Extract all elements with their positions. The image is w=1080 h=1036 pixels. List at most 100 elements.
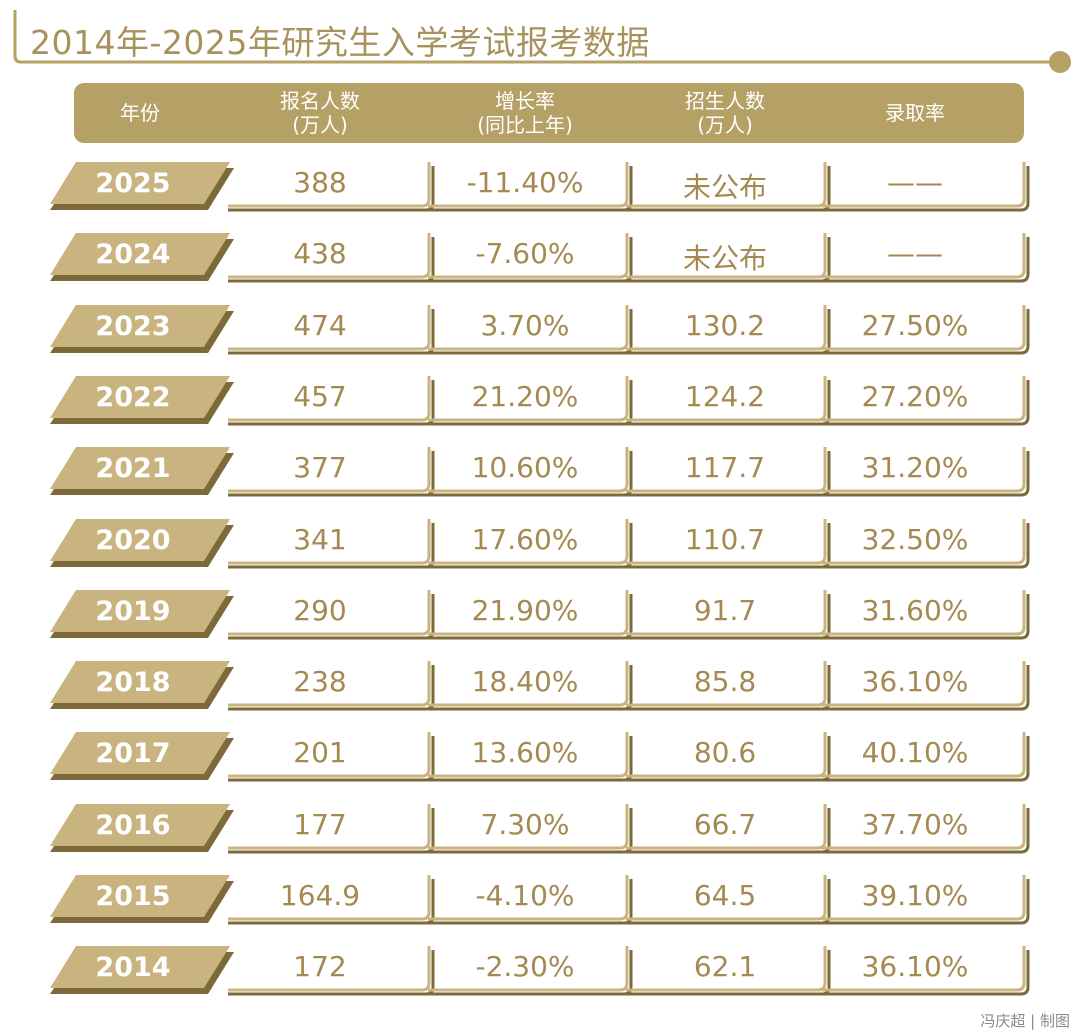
table-cell: 130.2: [684, 309, 766, 342]
cell-frame: [822, 305, 1030, 355]
cell-frame: [228, 804, 435, 854]
year-tab-shape: [50, 661, 234, 709]
cell-frame: [428, 946, 633, 996]
table-cell: 110.7: [684, 523, 766, 556]
table-cell: 164.9: [279, 879, 361, 912]
table-row: 2023 474 3.70% 130.2 27.50%: [0, 301, 1080, 363]
year-tab-shape: [50, 233, 234, 281]
cell-frame: [822, 590, 1030, 640]
table-cell: 474: [293, 309, 347, 342]
header-cell-2: 增长率 (同比上年): [477, 89, 573, 137]
year-tab-shape: [50, 946, 234, 994]
header-cell-4: 录取率: [885, 101, 945, 125]
title-decoration: [13, 10, 1071, 73]
table-cell: 36.10%: [861, 950, 969, 983]
cell-frame: [228, 447, 435, 497]
year-label: 2019: [95, 596, 171, 627]
table-cell: 238: [293, 665, 347, 698]
table-cell: 32.50%: [861, 523, 969, 556]
header-cell-1: 报名人数 (万人): [280, 89, 360, 137]
table-cell: -2.30%: [475, 950, 575, 983]
table-cell: 341: [293, 523, 347, 556]
year-label: 2017: [95, 738, 171, 769]
cell-frame: [228, 590, 435, 640]
cell-frame: [822, 661, 1030, 711]
cell-frame: [228, 305, 435, 355]
table-cell: 201: [293, 736, 347, 769]
year-tab-shape: [50, 447, 234, 495]
cell-frame: [228, 946, 435, 996]
table-header: 年份 报名人数 (万人) 增长率 (同比上年) 招生人数 (万人) 录取率: [74, 83, 1024, 143]
table-cell: -4.10%: [475, 879, 575, 912]
cell-frame: [428, 732, 633, 782]
cell-frame: [228, 875, 435, 925]
cell-frame: [428, 376, 633, 426]
table-cell: 31.20%: [861, 451, 969, 484]
table-cell: 21.90%: [471, 594, 579, 627]
year-tab-shape: [50, 590, 234, 638]
table-cell: 85.8: [693, 665, 757, 698]
table-cell: -11.40%: [466, 166, 584, 199]
year-tab-shape: [50, 804, 234, 852]
cell-frame: [228, 732, 435, 782]
cell-frame: [228, 519, 435, 569]
year-label: 2023: [95, 311, 171, 342]
table-cell: ——: [887, 166, 943, 199]
table-row: 2020 341 17.60% 110.7 32.50%: [0, 515, 1080, 577]
table-cell: 172: [293, 950, 347, 983]
table-cell: 10.60%: [471, 451, 579, 484]
cell-frame: [822, 946, 1030, 996]
table-row: 2019 290 21.90% 91.7 31.60%: [0, 586, 1080, 648]
year-label: 2016: [95, 810, 171, 841]
year-label: 2015: [95, 881, 171, 912]
table-row: 2022 457 21.20% 124.2 27.20%: [0, 372, 1080, 434]
table-row: 2021 377 10.60% 117.7 31.20%: [0, 443, 1080, 505]
cell-frame: [822, 519, 1030, 569]
year-tab-shape: [50, 875, 234, 923]
year-label: 2025: [95, 168, 171, 199]
year-tab-shape: [50, 732, 234, 780]
cell-frame: [428, 162, 633, 212]
table-cell: 31.60%: [861, 594, 969, 627]
table-cell: 91.7: [693, 594, 757, 627]
table-row: 2016 177 7.30% 66.7 37.70%: [0, 800, 1080, 862]
year-label: 2024: [95, 239, 171, 270]
table-row: 2018 238 18.40% 85.8 36.10%: [0, 657, 1080, 719]
cell-frame: [822, 732, 1030, 782]
credit-text: 冯庆超 | 制图: [980, 1012, 1070, 1030]
cell-frame: [822, 162, 1030, 212]
cell-frame: [228, 162, 435, 212]
year-tab-shape: [50, 305, 234, 353]
page-title: 2014年-2025年研究生入学考试报考数据: [30, 23, 650, 62]
table-cell: 124.2: [684, 380, 766, 413]
cell-frame: [428, 447, 633, 497]
title-dot-icon: [1049, 51, 1071, 73]
table-cell: 66.7: [693, 808, 757, 841]
year-label: 2014: [95, 952, 171, 983]
cell-frame: [228, 661, 435, 711]
year-tab-shape: [50, 376, 234, 424]
table-row: 2015 164.9 -4.10% 64.5 39.10%: [0, 871, 1080, 933]
table-row: 2025 388 -11.40% 未公布 ——: [0, 158, 1080, 220]
cell-frame: [822, 804, 1030, 854]
table-cell: 80.6: [693, 736, 757, 769]
table-cell: 7.30%: [480, 808, 570, 841]
table-cell: 62.1: [693, 950, 757, 983]
year-label: 2021: [95, 453, 171, 484]
table-cell: 17.60%: [471, 523, 579, 556]
cell-frame: [428, 875, 633, 925]
table-cell: 39.10%: [861, 879, 969, 912]
table-row: 2024 438 -7.60% 未公布 ——: [0, 229, 1080, 291]
year-label: 2020: [95, 525, 171, 556]
table-cell: 36.10%: [861, 665, 969, 698]
year-label: 2022: [95, 382, 171, 413]
cell-frame: [822, 875, 1030, 925]
cell-frame: [428, 233, 633, 283]
cell-frame: [822, 233, 1030, 283]
table-cell: 27.50%: [861, 309, 969, 342]
title-bar: 2014年-2025年研究生入学考试报考数据: [0, 0, 1080, 80]
table-cell: 13.60%: [471, 736, 579, 769]
cell-frame: [822, 447, 1030, 497]
table-cell: 177: [293, 808, 347, 841]
year-label: 2018: [95, 667, 171, 698]
